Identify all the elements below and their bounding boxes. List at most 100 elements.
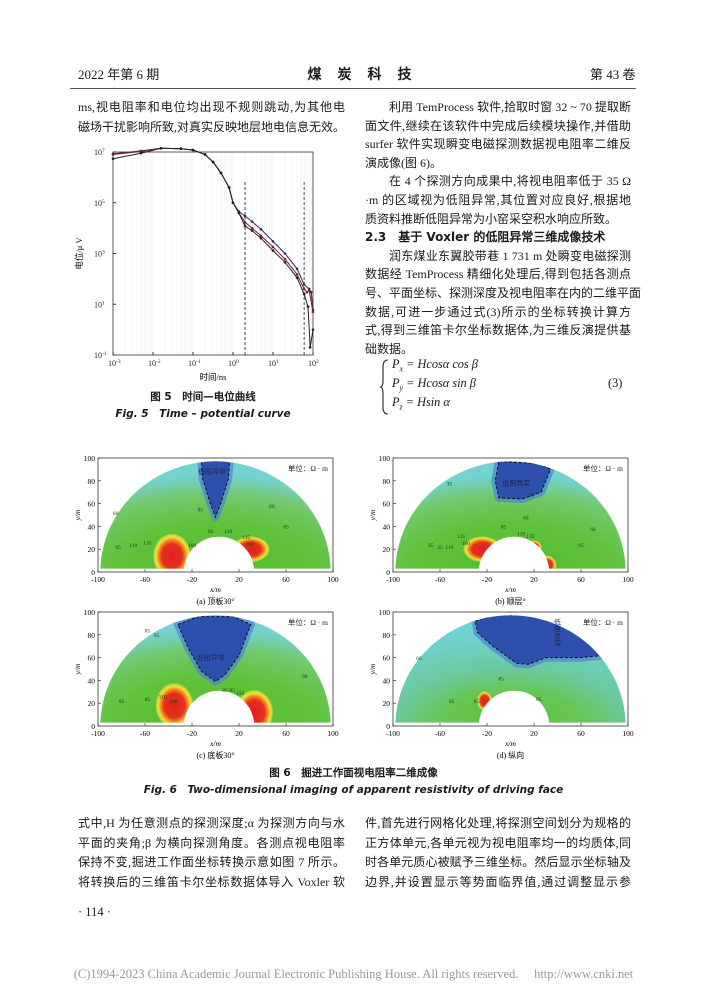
tick-base: 10 (308, 359, 316, 368)
x-tick-label: -100 (386, 729, 400, 738)
data-point (311, 328, 315, 331)
anomaly-label: 低阻异常 (197, 653, 225, 662)
x-tick-label: 20 (530, 729, 538, 738)
data-point (237, 211, 241, 215)
contour-label: 85 (208, 529, 214, 535)
contour-label: 85 (501, 525, 507, 531)
tick-exponent: -3 (116, 359, 121, 365)
plot-frame (112, 151, 314, 356)
tick-base: 10 (268, 359, 276, 368)
data-point (302, 283, 306, 286)
text-line: ms,视电阻率和电位均出现不规则跳动,为其他电 (78, 100, 345, 114)
x-tick-label: 60 (282, 729, 290, 738)
y-tick-label: 0 (386, 568, 390, 577)
x-tick-label: 10-3 (108, 359, 121, 368)
y-tick-label: 80 (383, 477, 391, 486)
contour-label: 35 (428, 543, 434, 549)
anomaly-boundary (200, 461, 231, 519)
unit-label: 单位：Ω · m (583, 463, 623, 473)
text-line: 础数据。 (365, 341, 414, 356)
tick-exponent: 7 (102, 148, 105, 154)
x-tick-label: -60 (140, 729, 150, 738)
anomaly-boundary (177, 616, 252, 683)
contour-label: 60 (302, 674, 308, 680)
low-resistivity-anomaly (201, 461, 230, 518)
equation-brace (380, 359, 389, 415)
x-tick-label: -60 (435, 729, 445, 738)
copyright-footer: (C)1994-2023 China Academic Journal Elec… (73, 967, 634, 981)
resistivity-panel-d: 单位：Ω · m 低阻异常 60 85 85 85 85 -100 -60 -20 20 60 100 0… (355, 602, 645, 762)
y-tick-label: 0 (386, 722, 390, 731)
resistivity-panel-a: 单位：Ω · m 低阻异常 60 85 110 135 160 85 85 110 135 160 60… (60, 448, 350, 608)
anomaly-boundary (494, 461, 552, 500)
text-line: 式中,H 为任意测点的探测深度;α 为探测方向与水 (78, 816, 345, 830)
data-point (243, 220, 247, 224)
data-point (111, 157, 115, 161)
x-tick-label: -60 (140, 575, 150, 584)
data-point (231, 201, 235, 205)
x-axis-label: x/m (209, 585, 221, 594)
data-point (271, 245, 275, 249)
y-tick-label: 10-1 (94, 351, 107, 360)
contour-label: 60 (523, 516, 529, 522)
x-tick-label: 100 (327, 575, 339, 584)
axes-frame (97, 457, 334, 573)
contour-label: 60 (113, 511, 119, 517)
contour-label: 135 (457, 534, 466, 540)
data-point (271, 249, 275, 252)
contour-label: 85 (283, 525, 289, 531)
data-point (259, 234, 263, 238)
tick-base: 10 (108, 359, 116, 368)
contour-label: 60 (590, 527, 596, 533)
equation-line-y: Py = Hcosα sin β (392, 376, 476, 393)
equation-line-x: Px = Hcosα cos β (392, 357, 478, 374)
tick-exponent: 1 (102, 300, 105, 306)
contour-label: 60 (269, 504, 275, 510)
equation-3: Px = Hcosα cos β Py = Hcosα sin β Pz = H… (380, 357, 635, 417)
y-tick-label: 60 (383, 654, 391, 663)
contour-label: 160 (245, 542, 254, 548)
y-axis-label: 电位/μ V (74, 237, 84, 270)
text-line: 边界,并设置显示等势面临界值,通过调整显示参 (365, 874, 631, 889)
equation-line-z: Pz = Hsin α (392, 395, 450, 412)
contour-label: 85 (197, 508, 203, 514)
text-line: ·m 的区域视为低阻异常,其位置对应良好,根据地 (365, 193, 631, 207)
time-potential-chart: 10-3 10-2 10-1 100 101 10210710510310110-1时间/… (74, 146, 319, 382)
tick-exponent: 3 (102, 250, 105, 256)
data-point (302, 287, 306, 291)
tick-exponent: -1 (102, 351, 107, 357)
y-axis-label: y/m (73, 509, 82, 521)
roadway-cutout (183, 690, 255, 728)
contour-label: 160 (169, 699, 178, 705)
unit-label: 单位：Ω · m (583, 617, 623, 627)
contour-label: 135 (242, 535, 251, 541)
text-line: 正方体单元,各单元视为视电阻率均一的均质体,同 (365, 835, 631, 850)
contour-label: 110 (517, 532, 525, 538)
data-point (259, 227, 263, 231)
text-line: 式,得到三维笛卡尔坐标数据体,为三维反演提供基 (365, 323, 631, 338)
roadway-cutout (478, 536, 550, 574)
data-point (295, 267, 299, 271)
contour-label: 60 (416, 656, 422, 662)
text-line: 数据,可进一步通过式(3)所示的坐标转换计算方 (365, 304, 631, 319)
data-point (250, 229, 254, 232)
contour-label: 110 (159, 695, 167, 701)
y-tick-label: 40 (383, 676, 391, 685)
tick-exponent: -1 (196, 359, 201, 365)
y-axis-label: y/m (368, 663, 377, 675)
contour-label: 85 (474, 699, 480, 705)
y-tick-label: 100 (84, 454, 96, 463)
y-tick-label: 0 (91, 722, 95, 731)
y-tick-label: 0 (91, 568, 95, 577)
text-line: 将转换后的三维笛卡尔坐标数据体导入 Voxler 软 (78, 874, 345, 889)
y-tick-label: 80 (88, 631, 96, 640)
data-point (243, 214, 247, 218)
anomaly-label: 低阻异常 (502, 478, 530, 487)
contour-label: 35 (437, 545, 443, 551)
data-point (191, 148, 195, 152)
high-resistivity-zone (235, 689, 274, 723)
x-tick-label: -20 (187, 729, 197, 738)
text-line: 利用 TemProcess 软件,拾取时窗 32 ~ 70 提取断 (389, 100, 631, 114)
tick-base: 10 (228, 359, 236, 368)
